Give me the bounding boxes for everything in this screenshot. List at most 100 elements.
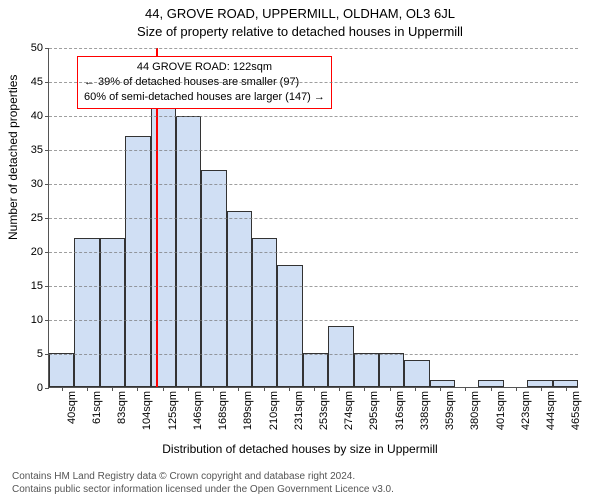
ytick-label: 5: [37, 348, 43, 360]
xtick-mark: [491, 387, 492, 391]
xtick-mark: [364, 387, 365, 391]
ytick-mark: [45, 82, 49, 83]
xtick-label: 146sqm: [192, 391, 204, 430]
xtick-label: 316sqm: [394, 391, 406, 430]
xtick-label: 168sqm: [217, 391, 229, 430]
histogram-bar: [354, 353, 379, 387]
xtick-label: 423sqm: [520, 391, 532, 430]
xtick-mark: [314, 387, 315, 391]
ytick-mark: [45, 48, 49, 49]
xtick-label: 231sqm: [293, 391, 305, 430]
ytick-mark: [45, 218, 49, 219]
xtick-label: 401sqm: [495, 391, 507, 430]
xtick-mark: [163, 387, 164, 391]
xtick-label: 104sqm: [141, 391, 153, 430]
xtick-mark: [339, 387, 340, 391]
xtick-label: 40sqm: [66, 391, 78, 424]
xtick-mark: [238, 387, 239, 391]
ytick-mark: [45, 286, 49, 287]
xtick-mark: [188, 387, 189, 391]
xtick-label: 253sqm: [318, 391, 330, 430]
ytick-label: 10: [31, 314, 43, 326]
xtick-mark: [390, 387, 391, 391]
ytick-mark: [45, 354, 49, 355]
ytick-label: 40: [31, 110, 43, 122]
xtick-mark: [213, 387, 214, 391]
xtick-label: 210sqm: [268, 391, 280, 430]
xtick-mark: [566, 387, 567, 391]
xtick-mark: [62, 387, 63, 391]
xtick-label: 338sqm: [419, 391, 431, 430]
ytick-label: 50: [31, 42, 43, 54]
gridline: [49, 320, 578, 321]
xtick-label: 295sqm: [368, 391, 380, 430]
gridline: [49, 150, 578, 151]
histogram-bar: [252, 238, 277, 387]
x-axis-label: Distribution of detached houses by size …: [0, 442, 600, 456]
xtick-label: 189sqm: [242, 391, 254, 430]
ytick-mark: [45, 388, 49, 389]
chart-plot-area: 44 GROVE ROAD: 122sqm ← 39% of detached …: [48, 48, 578, 388]
xtick-mark: [516, 387, 517, 391]
histogram-bar: [328, 326, 353, 387]
xtick-label: 83sqm: [116, 391, 128, 424]
xtick-mark: [112, 387, 113, 391]
ytick-mark: [45, 116, 49, 117]
ytick-mark: [45, 252, 49, 253]
gridline: [49, 184, 578, 185]
xtick-label: 61sqm: [91, 391, 103, 424]
ytick-label: 35: [31, 144, 43, 156]
histogram-bar: [430, 380, 455, 387]
ytick-label: 20: [31, 246, 43, 258]
xtick-mark: [465, 387, 466, 391]
histogram-bar: [379, 353, 404, 387]
xtick-mark: [440, 387, 441, 391]
xtick-label: 359sqm: [444, 391, 456, 430]
xtick-mark: [137, 387, 138, 391]
xtick-label: 274sqm: [343, 391, 355, 430]
histogram-bar: [404, 360, 429, 387]
histogram-bar: [303, 353, 328, 387]
xtick-label: 465sqm: [570, 391, 582, 430]
gridline: [49, 354, 578, 355]
y-axis-label: Number of detached properties: [6, 75, 20, 240]
histogram-bar: [277, 265, 302, 387]
histogram-bar: [151, 102, 176, 387]
annotation-line-3: 60% of semi-detached houses are larger (…: [84, 90, 325, 105]
ytick-mark: [45, 184, 49, 185]
histogram-bar: [553, 380, 578, 387]
xtick-label: 380sqm: [469, 391, 481, 430]
histogram-bar: [74, 238, 99, 387]
annotation-line-1: 44 GROVE ROAD: 122sqm: [84, 60, 325, 75]
xtick-mark: [87, 387, 88, 391]
footer-line-1: Contains HM Land Registry data © Crown c…: [12, 471, 394, 484]
histogram-bar: [227, 211, 252, 387]
ytick-label: 45: [31, 76, 43, 88]
histogram-bar: [100, 238, 125, 387]
histogram-bar: [125, 136, 150, 387]
xtick-mark: [415, 387, 416, 391]
chart-title-address: 44, GROVE ROAD, UPPERMILL, OLDHAM, OL3 6…: [0, 6, 600, 21]
xtick-mark: [289, 387, 290, 391]
gridline: [49, 218, 578, 219]
ytick-label: 0: [37, 382, 43, 394]
gridline: [49, 116, 578, 117]
histogram-bar: [49, 353, 74, 387]
ytick-mark: [45, 150, 49, 151]
gridline: [49, 82, 578, 83]
xtick-mark: [264, 387, 265, 391]
chart-subtitle: Size of property relative to detached ho…: [0, 24, 600, 39]
xtick-label: 444sqm: [545, 391, 557, 430]
ytick-label: 25: [31, 212, 43, 224]
ytick-label: 15: [31, 280, 43, 292]
ytick-mark: [45, 320, 49, 321]
histogram-bar: [527, 380, 552, 387]
footer-line-2: Contains public sector information licen…: [12, 484, 394, 497]
gridline: [49, 48, 578, 49]
footer-attribution: Contains HM Land Registry data © Crown c…: [12, 471, 394, 496]
xtick-label: 125sqm: [167, 391, 179, 430]
ytick-label: 30: [31, 178, 43, 190]
xtick-mark: [541, 387, 542, 391]
histogram-bar: [478, 380, 503, 387]
gridline: [49, 286, 578, 287]
